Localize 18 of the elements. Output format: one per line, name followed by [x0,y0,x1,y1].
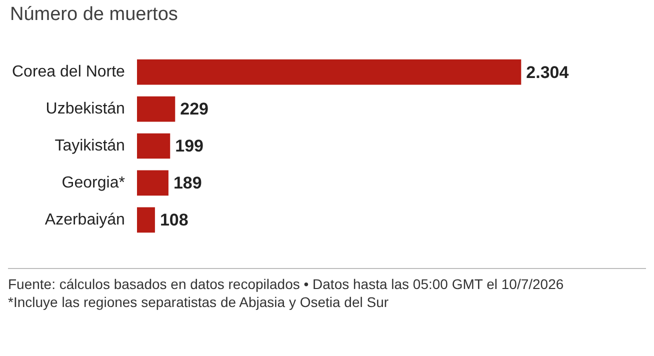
bar [136,59,522,85]
bar [136,207,155,233]
y-tick-label: Uzbekistán [46,100,125,118]
source-note: Fuente: cálculos basados en datos recopilados • Datos hasta las 05:00 GMT el 10/7/2026 [8,275,565,293]
data-label: 108 [160,210,188,230]
data-label: 189 [173,174,202,193]
bar [136,96,176,122]
data-label: 229 [180,100,209,119]
data-label: 2.304 [526,62,570,82]
y-tick-label: Corea del Norte [12,63,126,80]
chart-title: Número de muertos [10,4,179,26]
data-label: 199 [175,136,204,156]
bar [136,133,170,159]
y-tick-label: Azerbaiyán [44,211,125,228]
y-tick-label: Georgia* [62,174,125,192]
bar [136,170,168,196]
y-tick-label: Tayikistán [54,137,125,154]
text: *Incluye las regiones separatistas de Abjasia y Osetia del Sur [8,293,390,311]
